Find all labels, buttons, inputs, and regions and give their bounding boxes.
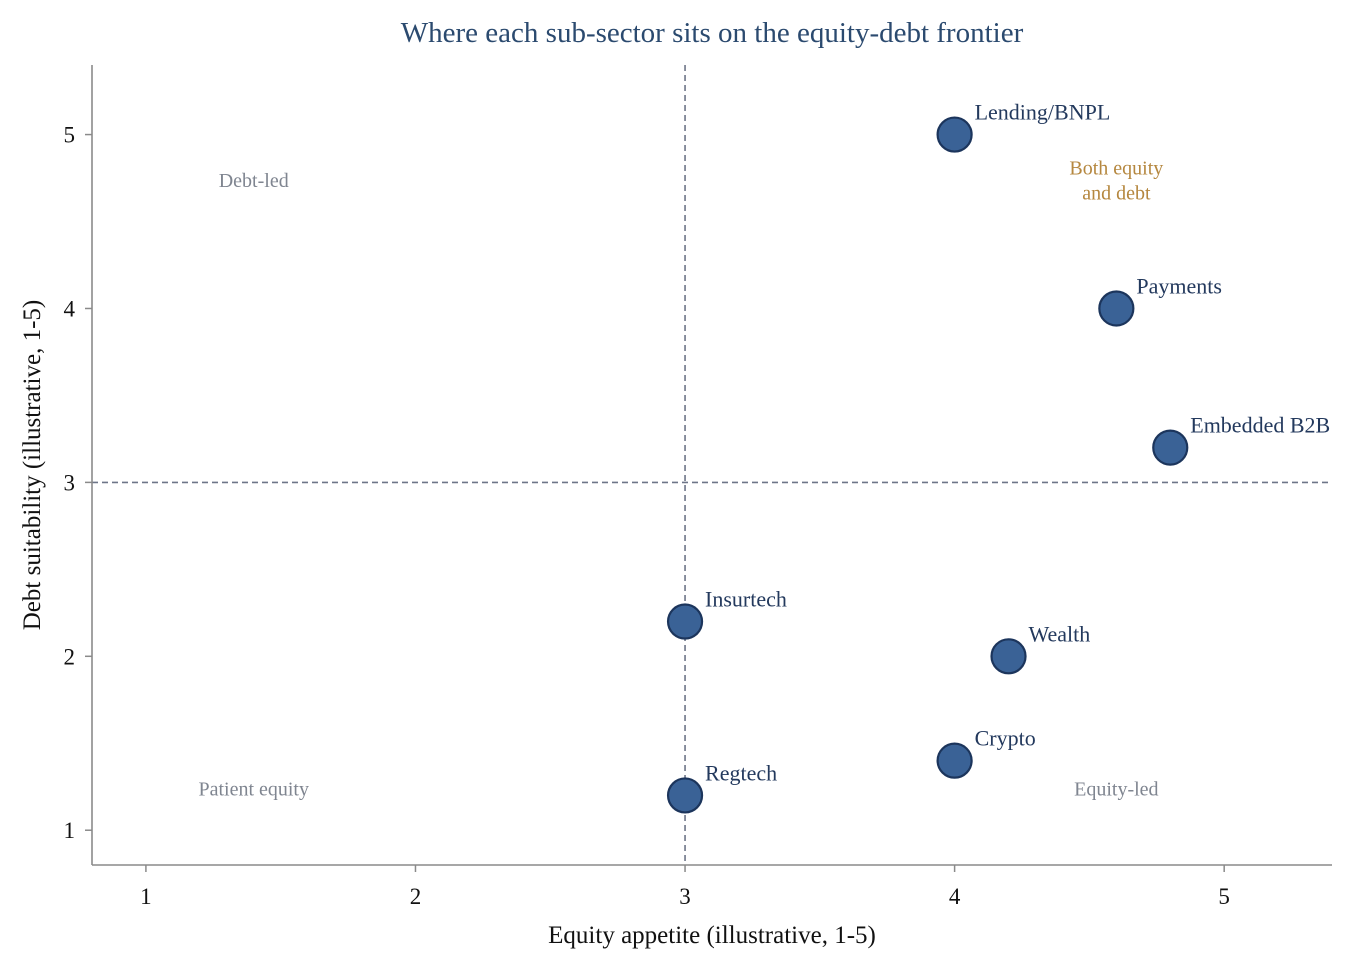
- scatter-point: [666, 603, 704, 640]
- y-tick-label: 1: [64, 818, 76, 843]
- y-tick-label: 4: [64, 296, 76, 321]
- quadrant-label: Both equity and debt: [1069, 157, 1163, 204]
- point-label: Embedded B2B: [1190, 413, 1330, 438]
- y-axis-label: Debt suitability (illustrative, 1-5): [19, 300, 46, 631]
- x-tick-label: 3: [679, 884, 691, 909]
- y-tick-label: 5: [64, 123, 76, 148]
- x-tick-label: 5: [1218, 884, 1230, 909]
- point-label: Regtech: [705, 760, 777, 785]
- reference-lines: [92, 65, 1332, 865]
- x-axis-label: Equity appetite (illustrative, 1-5): [548, 922, 876, 949]
- y-tick-label: 2: [64, 644, 76, 669]
- chart-title: Where each sub-sector sits on the equity…: [401, 17, 1024, 49]
- scatter-point: [666, 777, 704, 814]
- quadrant-label: Debt-led: [219, 170, 289, 192]
- point-label: Payments: [1136, 273, 1222, 298]
- x-tick-label: 4: [949, 884, 961, 909]
- y-ticks: 1 2 3 4 5: [64, 123, 92, 843]
- quadrant-labels: Debt-led Both equity and debt Patient equit…: [198, 157, 1163, 800]
- y-tick-label: 3: [64, 470, 76, 495]
- scatter-point: [936, 116, 973, 153]
- point-label: Insurtech: [705, 587, 787, 612]
- point-label: Wealth: [1029, 621, 1091, 646]
- point-label: Lending/BNPL: [975, 100, 1111, 125]
- x-tick-label: 1: [140, 884, 152, 909]
- point-labels: Lending/BNPL Payments Embedded B2B Insurtec…: [705, 100, 1330, 786]
- quadrant-label: Patient equity: [198, 778, 309, 800]
- x-tick-label: 2: [410, 884, 422, 909]
- scatter-point: [936, 742, 973, 779]
- scatter-point: [1152, 429, 1189, 466]
- scatter-point: [1098, 290, 1135, 327]
- scatter-point: [990, 638, 1027, 675]
- x-ticks: 1 2 3 4 5: [140, 865, 1230, 909]
- quadrant-label: Equity-led: [1074, 778, 1158, 800]
- point-label: Crypto: [975, 726, 1036, 751]
- axes: [91, 65, 1332, 866]
- data-points: [666, 116, 1189, 814]
